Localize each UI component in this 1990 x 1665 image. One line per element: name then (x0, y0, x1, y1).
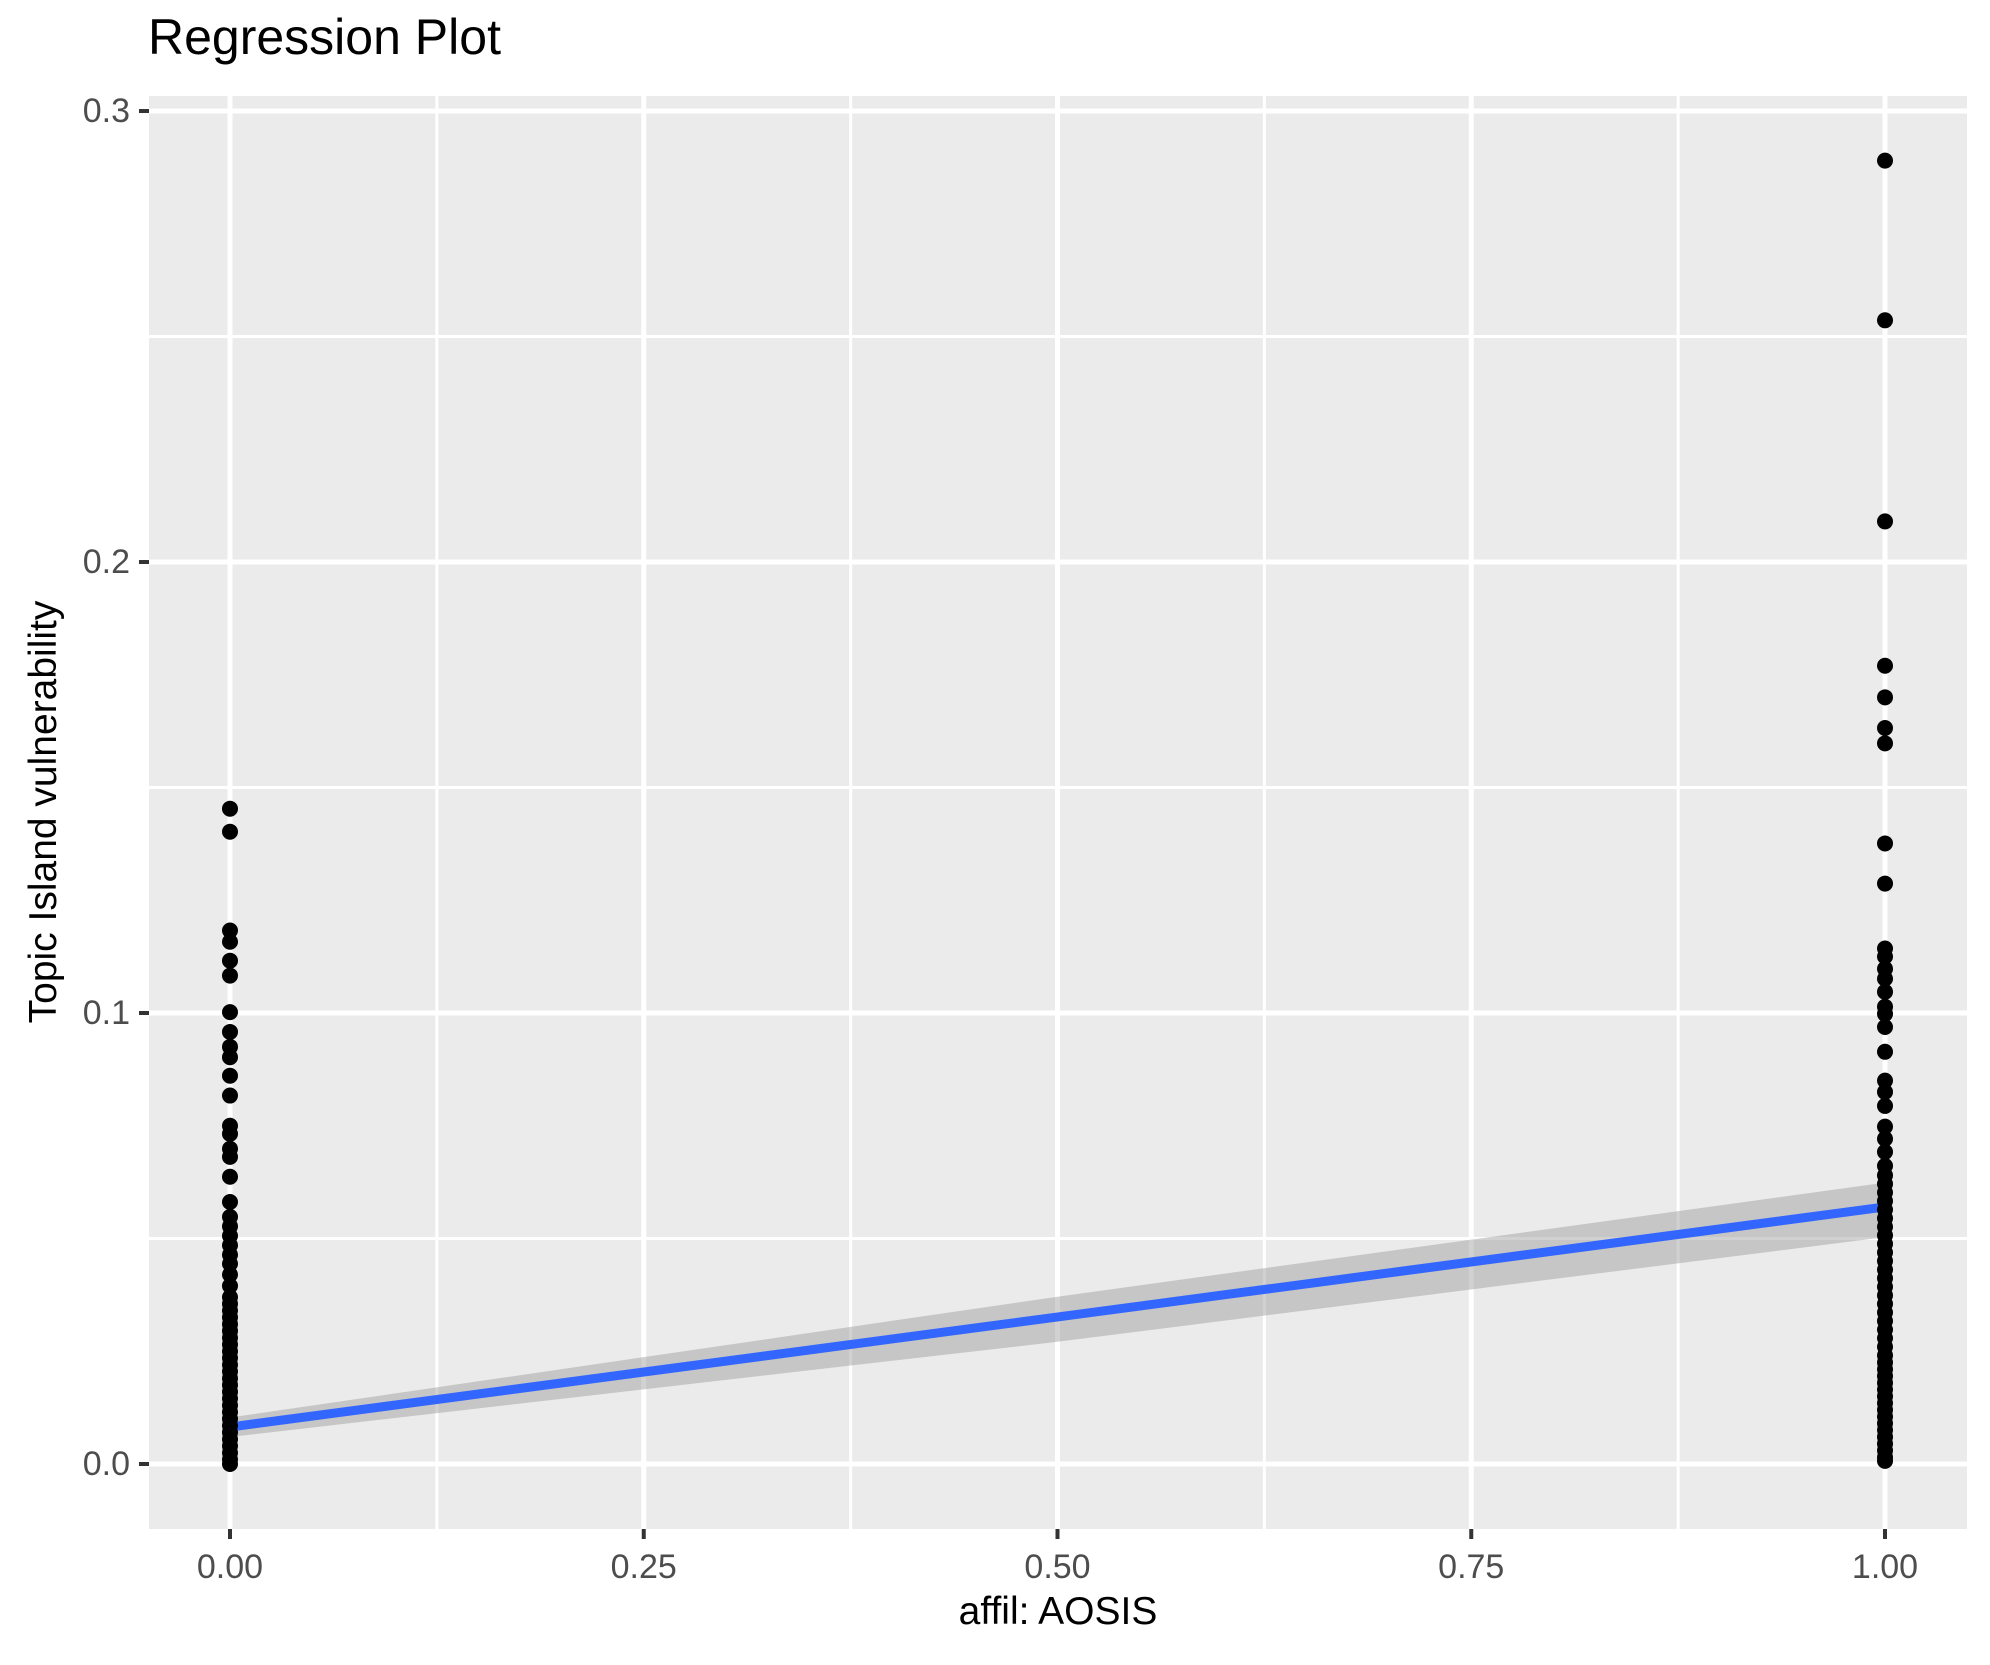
data-point (221, 922, 238, 939)
data-point (221, 1148, 238, 1165)
x-tick-label: 0.50 (1024, 1548, 1090, 1586)
data-point (221, 967, 238, 984)
y-tick-label: 0.0 (83, 1445, 130, 1483)
x-tick-label: 1.00 (1852, 1548, 1918, 1586)
data-point (1877, 983, 1894, 1000)
data-point (221, 800, 238, 817)
data-point (221, 1049, 238, 1066)
data-point (221, 1087, 238, 1104)
data-point (1877, 948, 1894, 965)
data-point (1877, 875, 1894, 892)
data-point (1877, 1143, 1894, 1160)
regression-line (229, 1202, 1886, 1432)
data-point (1877, 719, 1894, 736)
data-point (1877, 152, 1894, 169)
data-point (1877, 1043, 1894, 1060)
data-point (1877, 1130, 1894, 1147)
data-point (221, 1168, 238, 1185)
data-point (1877, 735, 1894, 752)
data-point (1877, 1097, 1894, 1114)
data-point (221, 952, 238, 969)
data-point (1877, 689, 1894, 706)
data-point (1877, 312, 1894, 329)
data-point (221, 1456, 238, 1473)
x-tick-label: 0.75 (1438, 1548, 1504, 1586)
data-point (1877, 1072, 1894, 1089)
data-point (221, 1277, 238, 1294)
data-point (1877, 1018, 1894, 1035)
data-point (221, 823, 238, 840)
data-point (1877, 1005, 1894, 1022)
data-point (221, 933, 238, 950)
data-point (1877, 970, 1894, 987)
y-tick-label: 0.3 (83, 92, 130, 130)
y-tick-label: 0.2 (83, 543, 130, 581)
data-point (1877, 513, 1894, 530)
data-point (221, 1125, 238, 1142)
x-axis-title: affil: AOSIS (958, 1590, 1158, 1633)
chart-title: Regression Plot (148, 9, 501, 65)
x-tick-label: 0.00 (197, 1548, 263, 1586)
y-tick-label: 0.1 (83, 994, 130, 1032)
data-point (221, 1004, 238, 1021)
data-point (221, 1023, 238, 1040)
data-point (1877, 1118, 1894, 1135)
data-point (1877, 1452, 1894, 1469)
data-point (221, 1193, 238, 1210)
data-point (1877, 835, 1894, 852)
data-point (1877, 657, 1894, 674)
x-tick-label: 0.25 (611, 1548, 677, 1586)
data-point (221, 1067, 238, 1084)
data-point (1877, 1083, 1894, 1100)
data-point (221, 1266, 238, 1283)
